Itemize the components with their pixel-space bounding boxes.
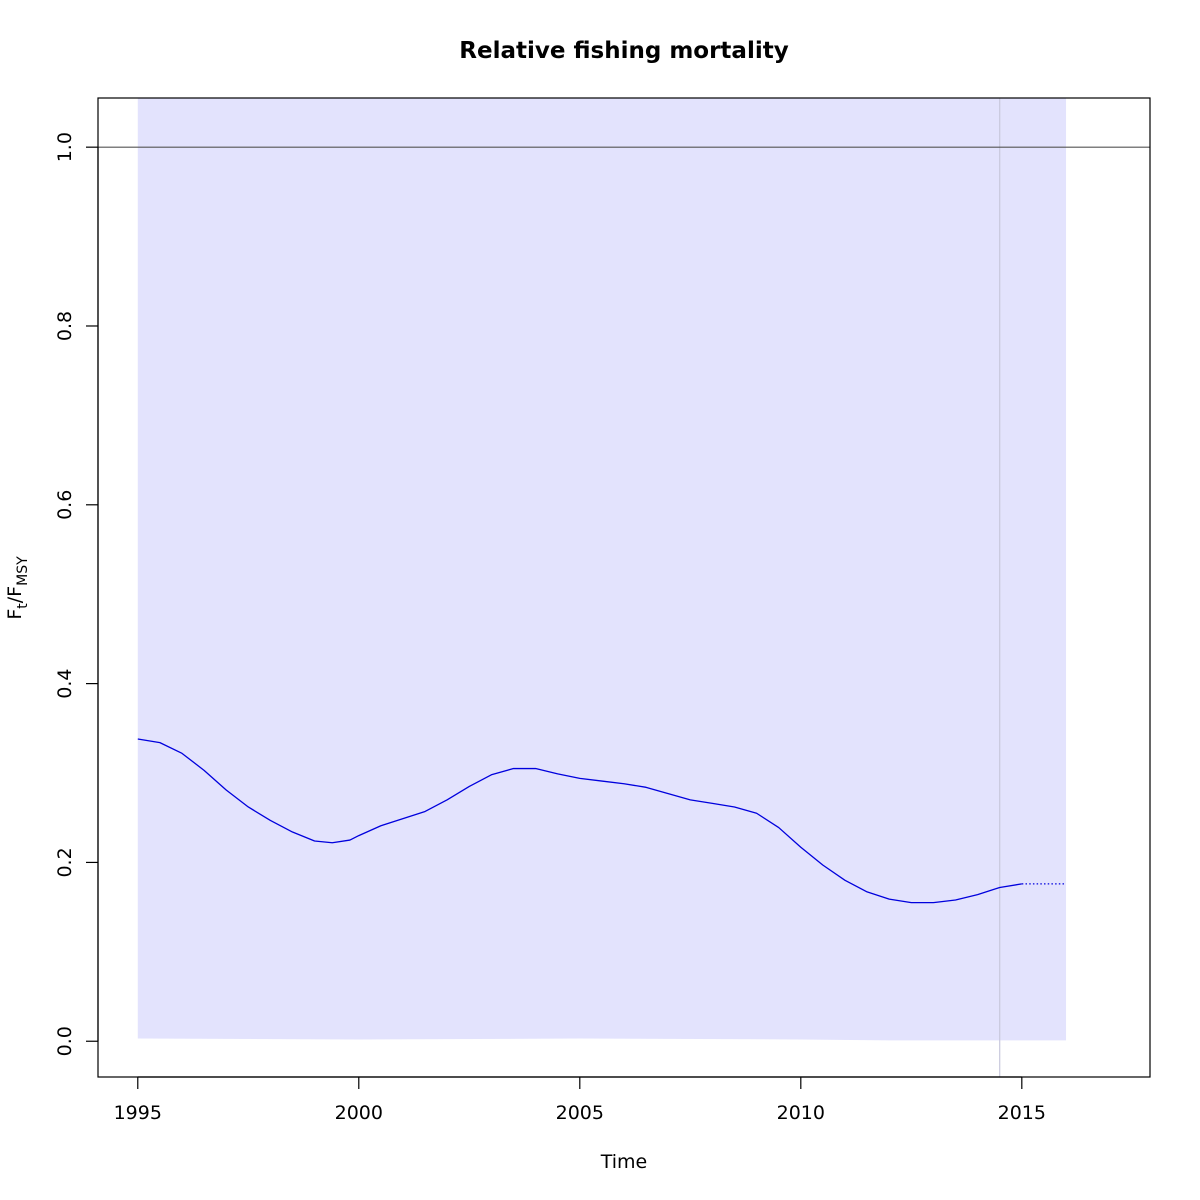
y-tick-label: 0.4: [54, 669, 76, 699]
x-tick-label: 2010: [777, 1102, 825, 1124]
y-tick-label: 0.2: [54, 847, 76, 877]
series-line-estimate: [137, 738, 1022, 904]
x-axis: 1995 2000 2005 2010 2015: [114, 1076, 1046, 1124]
y-tick-label: 0.8: [54, 311, 76, 341]
x-tick-label: 2005: [556, 1102, 604, 1124]
x-tick-label: 2015: [998, 1102, 1046, 1124]
x-axis-label: Time: [600, 1151, 648, 1173]
x-tick-label: 1995: [114, 1102, 162, 1124]
x-tick-label: 2000: [335, 1102, 383, 1124]
confidence-band: [137, 98, 1067, 1041]
y-tick-label: 0.0: [54, 1026, 76, 1056]
y-axis: 0.0 0.2 0.4 0.6 0.8 1.0: [54, 132, 99, 1056]
y-tick-label: 0.6: [54, 490, 76, 520]
y-axis-label: Ft/FMSY: [4, 556, 31, 620]
y-tick-label: 1.0: [54, 132, 76, 162]
chart-title: Relative fishing mortality: [459, 38, 788, 64]
plot-area: [98, 98, 1150, 1077]
